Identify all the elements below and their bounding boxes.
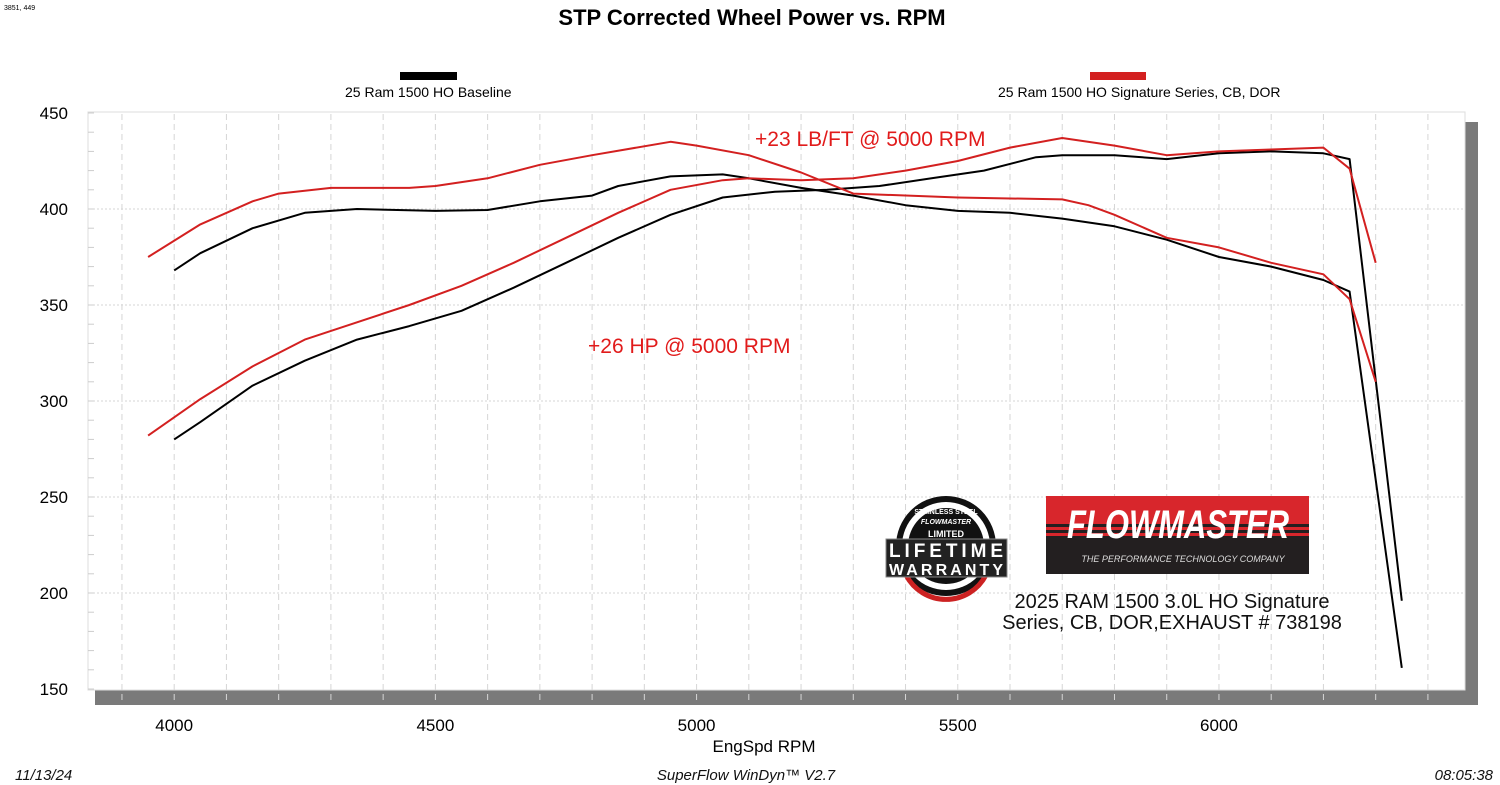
svg-text:FLOWMASTER: FLOWMASTER: [1067, 503, 1289, 547]
plot-shadow-right: [1465, 122, 1478, 705]
chart-title: STP Corrected Wheel Power vs. RPM: [558, 5, 945, 30]
x-axis: 4000 4500 5000 5500 6000: [155, 716, 1238, 735]
svg-text:FLOWMASTER: FLOWMASTER: [921, 519, 971, 526]
svg-text:STAINLESS STEEL: STAINLESS STEEL: [914, 509, 978, 516]
y-tick-label: 350: [40, 296, 68, 315]
svg-text:LIMITED: LIMITED: [928, 529, 964, 539]
legend-swatch-baseline: [400, 72, 457, 80]
annotation-torque-gain: +23 LB/FT @ 5000 RPM: [755, 128, 985, 151]
svg-text:WARRANTY: WARRANTY: [889, 562, 1003, 579]
lifetime-warranty-badge: STAINLESS STEEL FLOWMASTER LIMITED LIFET…: [885, 496, 1008, 602]
product-note-line2: Series, CB, DOR,EXHAUST # 738198: [1002, 612, 1342, 634]
legend-label-signature: 25 Ram 1500 HO Signature Series, CB, DOR: [998, 84, 1280, 100]
annotation-hp-gain: +26 HP @ 5000 RPM: [588, 335, 790, 358]
y-tick-label: 250: [40, 488, 68, 507]
baseline-power-line: [173, 150, 1403, 601]
y-tick-label: 400: [40, 200, 68, 219]
x-tick-label: 4500: [416, 716, 454, 735]
footer-software: SuperFlow WinDyn™ V2.7: [657, 767, 836, 784]
x-tick-label: 4000: [155, 716, 193, 735]
signature-power-line: [147, 137, 1377, 437]
x-tick-label: 5000: [678, 716, 716, 735]
y-tick-label: 200: [40, 584, 68, 603]
legend-label-baseline: 25 Ram 1500 HO Baseline: [345, 84, 512, 100]
signature-torque-line: [147, 140, 1377, 383]
svg-text:THE PERFORMANCE TECHNOLOGY COM: THE PERFORMANCE TECHNOLOGY COMPANY: [1081, 554, 1285, 564]
y-axis: 150 200 250 300 350 400 450: [40, 104, 68, 699]
series-lines: [147, 137, 1403, 669]
y-tick-label: 150: [40, 680, 68, 699]
flowmaster-logo: FLOWMASTER THE PERFORMANCE TECHNOLOGY CO…: [1046, 496, 1309, 574]
svg-text:LIFETIME: LIFETIME: [889, 541, 1003, 562]
baseline-torque-line: [173, 173, 1403, 669]
y-tick-label: 300: [40, 392, 68, 411]
plot-shadow-bottom: [95, 690, 1478, 705]
y-tick-label: 450: [40, 104, 68, 123]
product-note-line1: 2025 RAM 1500 3.0L HO Signature: [1014, 591, 1329, 613]
x-tick-label: 6000: [1200, 716, 1238, 735]
legend-swatch-signature: [1090, 72, 1146, 80]
footer-date: 11/13/24: [15, 767, 72, 784]
x-axis-label: EngSpd RPM: [713, 737, 816, 756]
x-tick-label: 5500: [939, 716, 977, 735]
footer-time: 08:05:38: [1435, 767, 1494, 784]
corner-readout: 3851, 449: [4, 5, 35, 12]
